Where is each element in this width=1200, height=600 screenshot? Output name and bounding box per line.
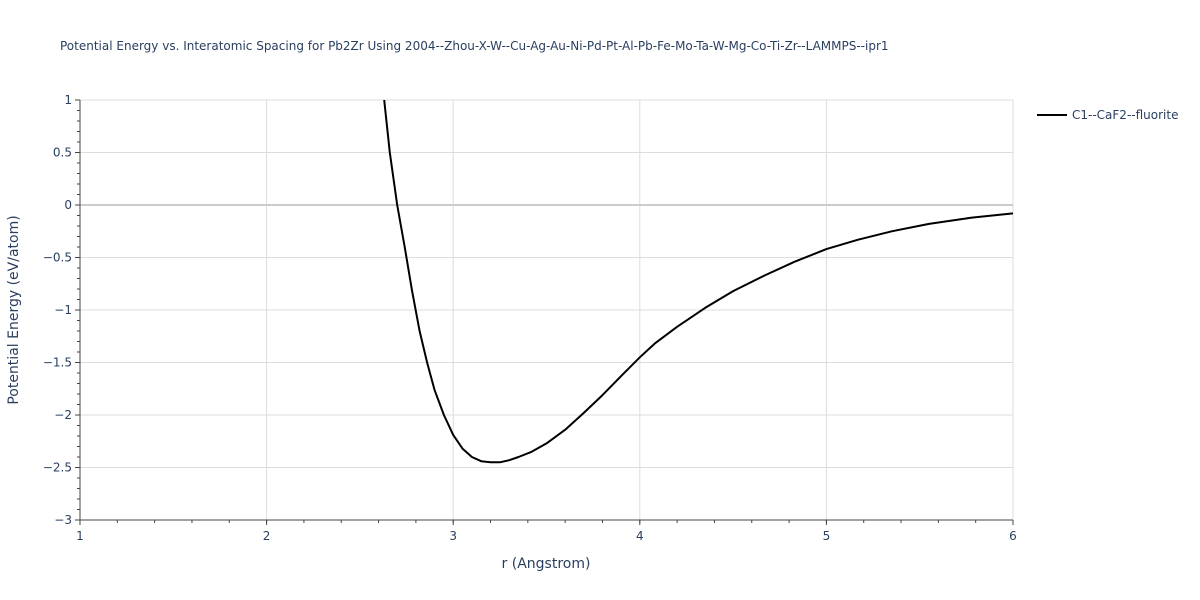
y-tick-label: −2 xyxy=(54,408,72,422)
y-tick-label: −3 xyxy=(54,513,72,527)
x-tick-label: 1 xyxy=(76,529,84,543)
legend[interactable]: C1--CaF2--fluorite xyxy=(1037,108,1178,122)
y-axis-title: Potential Energy (eV/atom) xyxy=(6,215,22,404)
y-tick-label: −2.5 xyxy=(43,461,72,475)
y-tick-label: 1 xyxy=(64,93,72,107)
chart-title: Potential Energy vs. Interatomic Spacing… xyxy=(60,39,889,53)
x-tick-label: 3 xyxy=(449,529,457,543)
x-tick-label: 4 xyxy=(636,529,644,543)
y-tick-label: −1 xyxy=(54,303,72,317)
axes: 1 2 3 4 5 6 1 0.5 0 −0.5 −1 −1.5 −2 −2.5 −3 xyxy=(43,93,1017,543)
y-tick-label: −1.5 xyxy=(43,356,72,370)
x-axis-title: r (Angstrom) xyxy=(502,556,591,572)
x-tick-label: 6 xyxy=(1009,529,1017,543)
y-tick-label: 0.5 xyxy=(53,146,72,160)
series-layer xyxy=(383,99,1014,464)
y-tick-label: −0.5 xyxy=(43,251,72,265)
x-tick-label: 2 xyxy=(263,529,271,543)
x-tick-label: 5 xyxy=(823,529,831,543)
y-tick-label: 0 xyxy=(64,198,72,212)
grid xyxy=(80,99,1014,520)
legend-label: C1--CaF2--fluorite xyxy=(1072,108,1178,122)
series-line xyxy=(383,99,1014,464)
